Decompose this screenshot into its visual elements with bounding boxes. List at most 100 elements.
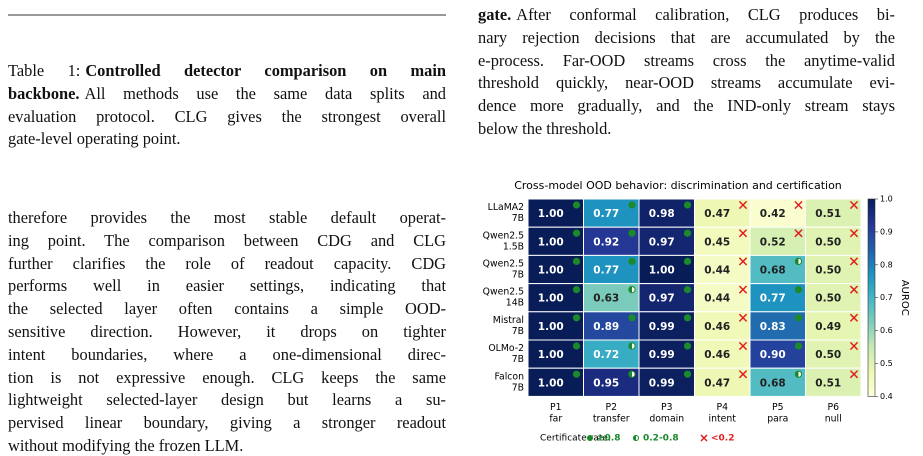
row-label: 7B bbox=[512, 213, 524, 224]
marker-cross bbox=[738, 257, 748, 266]
marker-dot bbox=[683, 370, 692, 378]
row-label: 1.5B bbox=[503, 241, 524, 252]
certificate-marker bbox=[738, 313, 748, 322]
certificate-marker bbox=[738, 341, 748, 351]
column-label: P3 bbox=[661, 402, 673, 413]
certificate-marker bbox=[628, 370, 636, 378]
marker-half bbox=[633, 435, 636, 441]
certificate-marker bbox=[794, 200, 803, 210]
certificate-marker bbox=[738, 285, 748, 294]
certificate-marker bbox=[738, 200, 748, 210]
row-label: LLaMA2 bbox=[488, 202, 524, 213]
certificate-marker bbox=[794, 342, 803, 350]
marker-half bbox=[628, 370, 632, 378]
cell-value: 1.00 bbox=[538, 236, 564, 248]
marker-dot bbox=[794, 342, 803, 350]
text: e-process. Far-OOD streams cross the any… bbox=[478, 50, 895, 70]
text-line: nary rejection decisions that are accumu… bbox=[478, 28, 895, 48]
cell-value: 0.49 bbox=[815, 321, 841, 333]
text-line: performs well in easier settings, indica… bbox=[8, 276, 446, 296]
certificate-marker bbox=[683, 342, 692, 350]
certificate-marker bbox=[628, 201, 636, 209]
marker-cross bbox=[849, 313, 859, 322]
certificate-marker bbox=[700, 434, 708, 442]
marker-cross bbox=[738, 229, 748, 238]
colorbar-tick-label: 0.9 bbox=[880, 227, 893, 236]
caption-text: Table 1: bbox=[8, 61, 81, 80]
cell-value: 0.77 bbox=[593, 265, 619, 277]
text: threshold quickly, near-OOD streams accu… bbox=[478, 73, 895, 93]
marker-cross bbox=[849, 285, 859, 294]
text-line: therefore provides the most stable defau… bbox=[8, 208, 446, 227]
text-line: dence more gradually, and the IND-only s… bbox=[478, 96, 895, 116]
certificate-marker bbox=[849, 229, 859, 238]
cell-value: 0.46 bbox=[704, 349, 730, 361]
column-label: intent bbox=[709, 413, 737, 424]
marker-dot bbox=[628, 257, 636, 265]
column-label: P2 bbox=[605, 402, 617, 413]
cell-value: 1.00 bbox=[538, 265, 564, 277]
marker-cross bbox=[738, 341, 748, 351]
certificate-marker bbox=[849, 200, 859, 210]
marker-cross bbox=[849, 257, 859, 266]
certificate-marker bbox=[587, 435, 593, 441]
cell-value: 0.90 bbox=[760, 349, 786, 361]
caption-text: All methods use the same data splits and bbox=[84, 83, 446, 103]
row-label: Qwen2.5 bbox=[483, 230, 524, 241]
marker-dot bbox=[572, 370, 581, 378]
certificate-marker bbox=[628, 257, 636, 265]
legend-title: Certificate rate: bbox=[540, 434, 611, 444]
certificate-marker bbox=[683, 201, 692, 209]
marker-cross bbox=[738, 200, 748, 210]
cell-value: 0.45 bbox=[704, 236, 730, 248]
certificate-marker bbox=[572, 314, 581, 322]
certificate-marker bbox=[849, 285, 859, 294]
marker-dot bbox=[572, 257, 581, 265]
column-label: P4 bbox=[716, 402, 728, 413]
certificate-marker bbox=[794, 286, 803, 294]
cell-value: 0.44 bbox=[704, 265, 730, 277]
legend-label: ≥0.8 bbox=[597, 434, 620, 444]
marker-dot bbox=[683, 342, 692, 350]
certificate-marker bbox=[738, 370, 748, 379]
column-label: domain bbox=[649, 413, 684, 424]
row-label: 7B bbox=[512, 382, 524, 393]
certificate-marker bbox=[572, 229, 581, 237]
certificate-marker bbox=[738, 229, 748, 238]
certificate-marker bbox=[572, 342, 581, 350]
cell-value: 1.00 bbox=[649, 265, 675, 277]
cell-value: 0.47 bbox=[704, 377, 730, 389]
chart-title: Cross-model OOD behavior: discrimination… bbox=[514, 179, 842, 192]
text-line: threshold quickly, near-OOD streams accu… bbox=[478, 73, 895, 93]
row-label: 14B bbox=[506, 298, 524, 309]
certificate-marker bbox=[683, 257, 692, 265]
row-label: 7B bbox=[512, 326, 524, 337]
caption-line: gate-level operating point. bbox=[8, 129, 446, 149]
certificate-marker bbox=[572, 257, 581, 265]
text: After conformal calibration, CLG produce… bbox=[516, 5, 895, 24]
certificate-marker bbox=[683, 286, 692, 294]
colorbar-tick-label: 0.4 bbox=[880, 392, 893, 401]
marker-dot bbox=[587, 435, 593, 441]
legend-label: <0.2 bbox=[711, 434, 734, 444]
cell-value: 0.46 bbox=[704, 321, 730, 333]
row-label: 7B bbox=[512, 354, 524, 365]
text-line: sensitive direction. However, it drops o… bbox=[8, 322, 446, 341]
column-label: P5 bbox=[772, 402, 784, 413]
marker-dot bbox=[572, 201, 581, 209]
cell-value: 0.92 bbox=[593, 236, 619, 248]
certificate-marker bbox=[794, 257, 803, 265]
marker-dot bbox=[572, 229, 581, 237]
text-line: e-process. Far-OOD streams cross the any… bbox=[478, 51, 895, 71]
text-line: gate. After conformal calibration, CLG pr… bbox=[478, 5, 895, 25]
row-label: Qwen2.5 bbox=[483, 287, 524, 298]
cell-value: 0.68 bbox=[760, 265, 786, 277]
column-label: transfer bbox=[593, 413, 630, 424]
colorbar-label: AUROC bbox=[899, 280, 910, 316]
cell-value: 0.47 bbox=[704, 208, 730, 220]
cell-value: 0.50 bbox=[815, 349, 841, 361]
marker-dot bbox=[794, 286, 803, 294]
cell-value: 0.42 bbox=[760, 208, 786, 220]
certificate-marker bbox=[572, 201, 581, 209]
